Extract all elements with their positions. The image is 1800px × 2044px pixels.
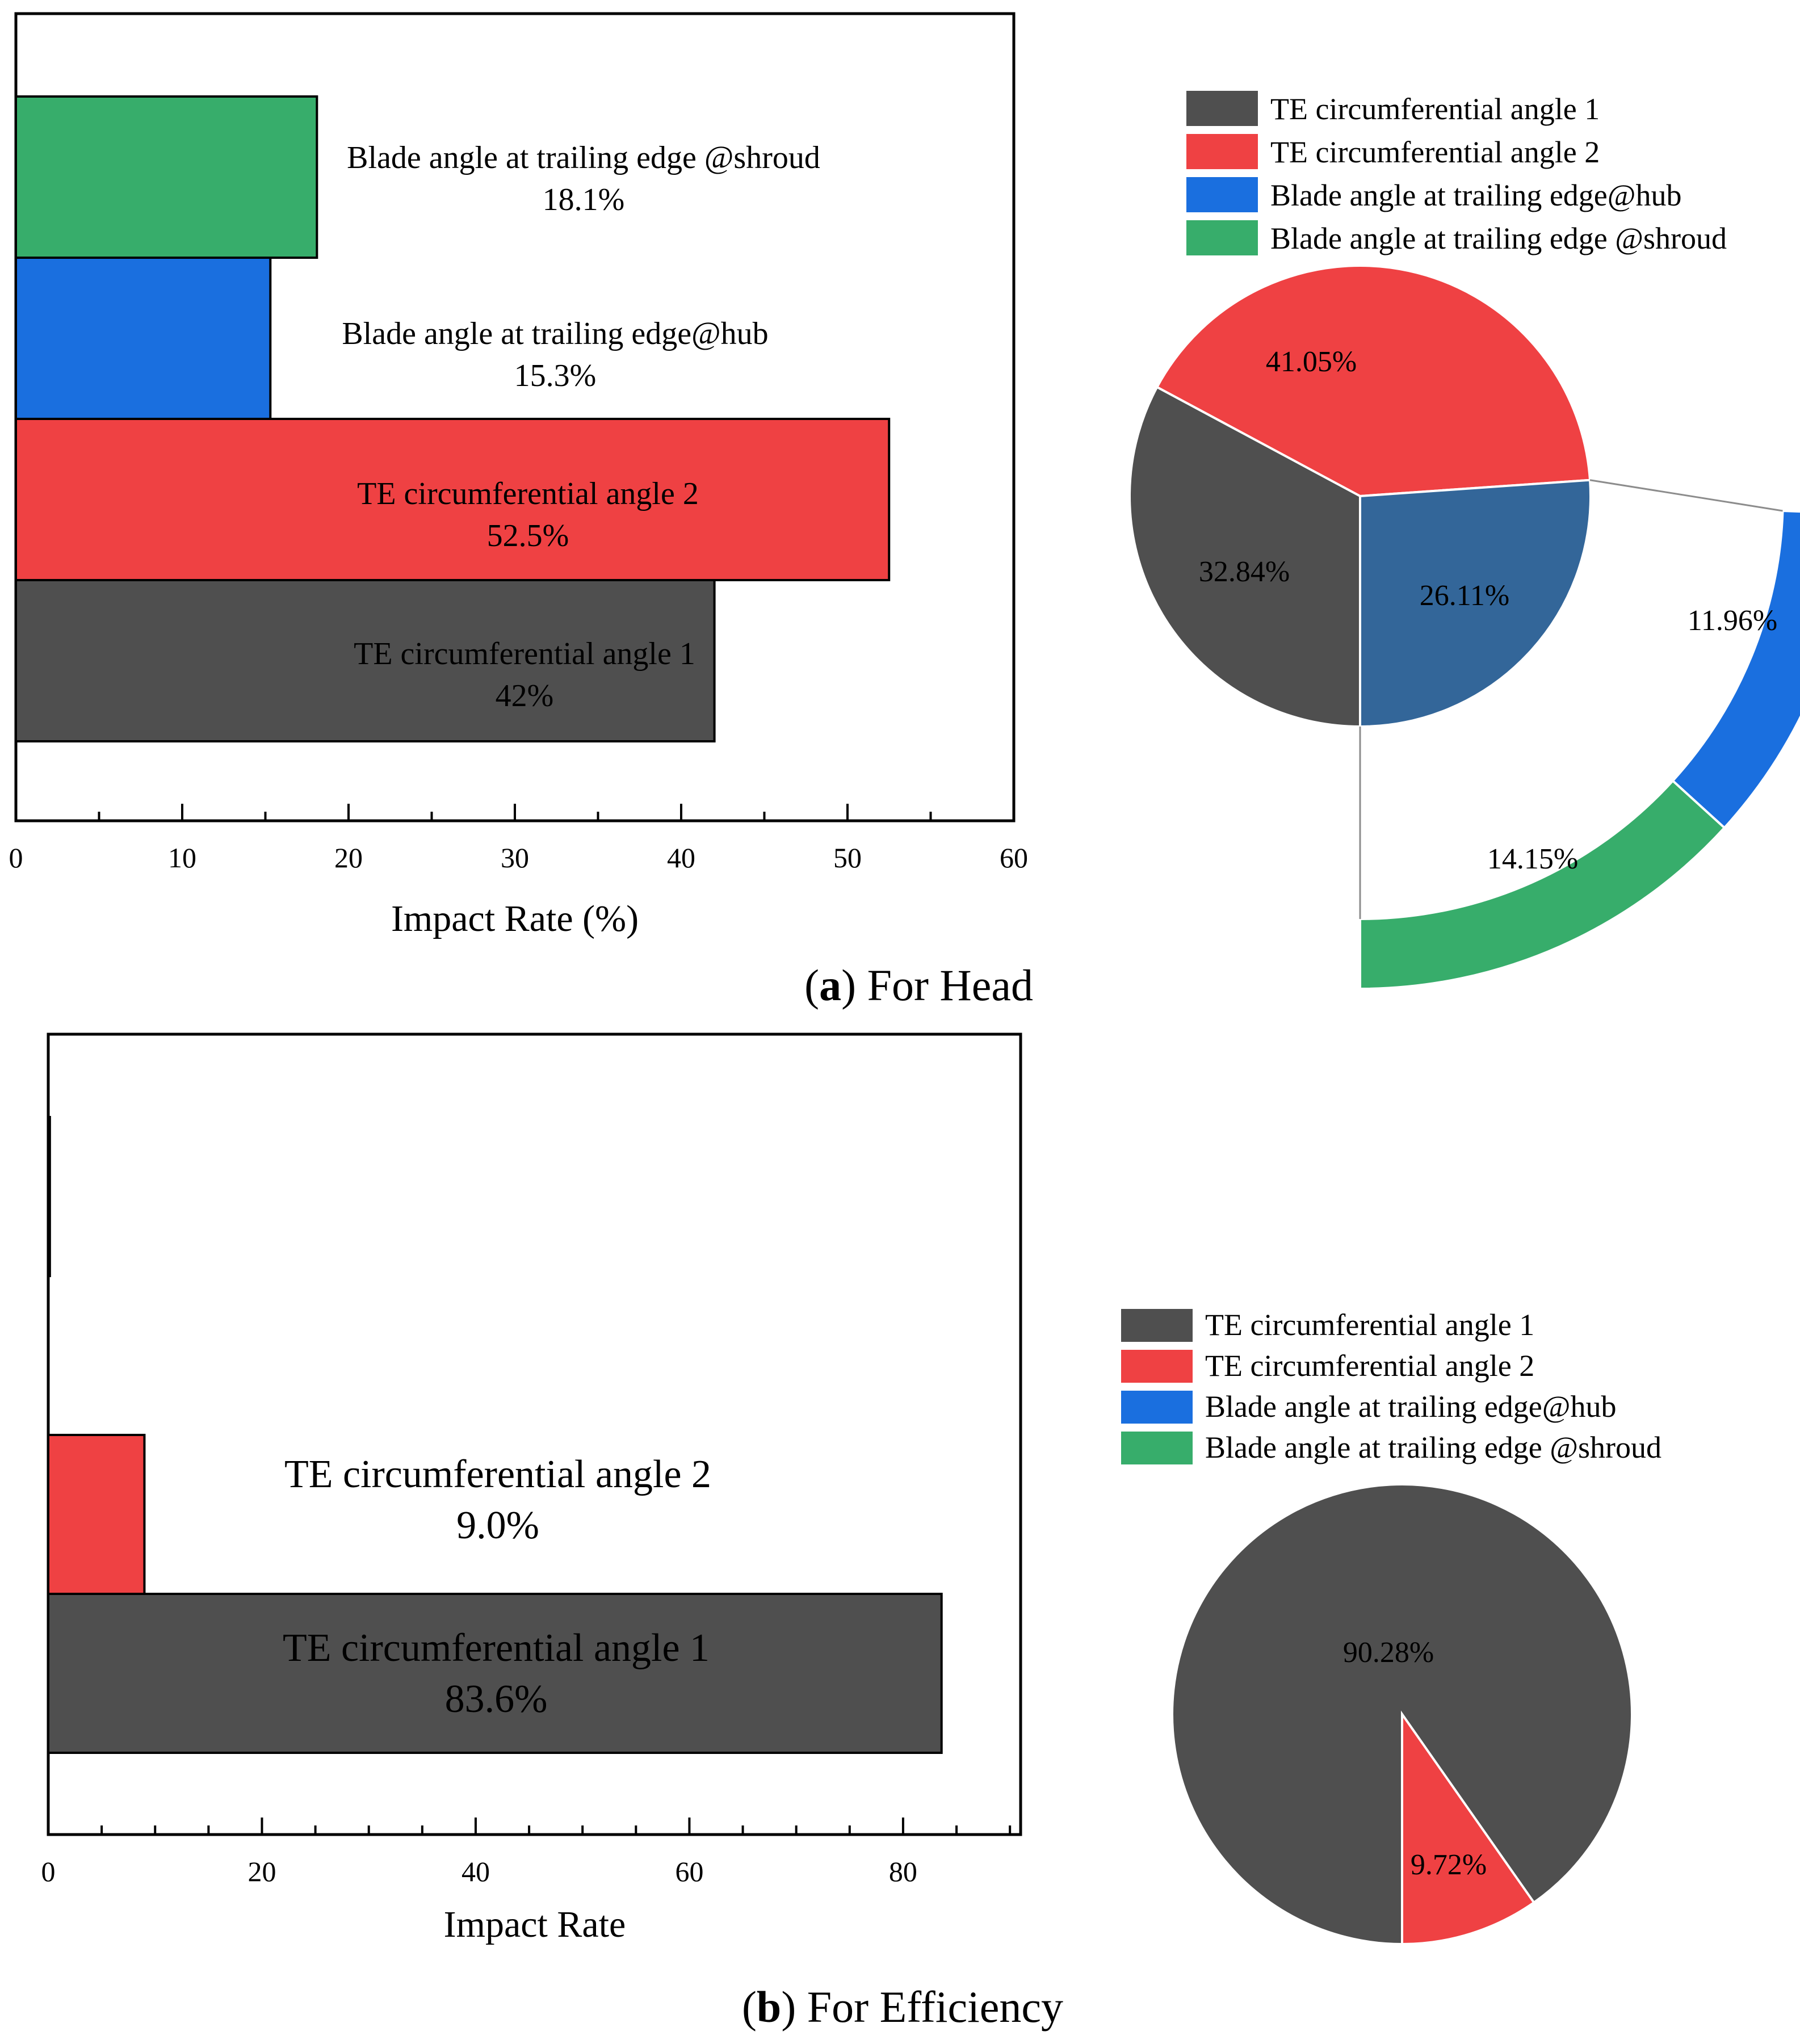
a-bar-bar-te-circumferential-angle-2 [15, 418, 891, 581]
b-pie-legend-swatch-blade-angle-at-trailing-edge-shroud [1121, 1432, 1193, 1464]
panel-b-pie-chart: TE circumferential angle 1 TE circumferen… [1121, 1308, 1661, 1946]
a-bar-tick-label-20: 20 [334, 842, 363, 874]
caption-a: (a) For Head [804, 960, 1033, 1010]
a-bar-bar-blade-angle-at-trailing-edge-hub [15, 257, 272, 420]
b-pie-legend-label-te-circumferential-angle-2: TE circumferential angle 2 [1205, 1349, 1534, 1383]
a-pie-breakout-blade-angle-at-trailing-edge-shroud [1359, 779, 1726, 990]
b-pie-legend-swatch-blade-angle-at-trailing-edge-hub [1121, 1391, 1193, 1424]
b-bar-value-label-te-circumferential-angle-2: 9.0% [456, 1504, 539, 1547]
a-pie-label-blade-angle-at-trailing-edge-shroud: 14.15% [1487, 843, 1578, 875]
b-bar-value-label-te-circumferential-angle-1: 83.6% [445, 1677, 548, 1721]
b-pie-legend-swatch-te-circumferential-angle-2 [1121, 1350, 1193, 1383]
a-bar-value-label-blade-angle-at-trailing-edge-shroud: 18.1% [543, 182, 625, 217]
a-bar-tick-label-0: 0 [9, 842, 23, 874]
a-bar-x-axis-title: Impact Rate (%) [391, 898, 639, 939]
b-pie-label-te-circumferential-angle-1: 90.28% [1343, 1636, 1434, 1669]
b-bar-tick-label-20: 20 [247, 1856, 276, 1887]
a-bar-bar-blade-angle-at-trailing-edge-shroud [15, 95, 318, 259]
a-bar-tick-label-30: 30 [501, 842, 529, 874]
a-pie-legend-label-te-circumferential-angle-1: TE circumferential angle 1 [1270, 92, 1600, 126]
a-pie-slice-te-circumferential-angle-1 [1128, 385, 1361, 728]
b-pie-legend-label-blade-angle-at-trailing-edge-hub: Blade angle at trailing edge@hub [1205, 1390, 1617, 1424]
panel-a-bar-chart: TE circumferential angle 1 42% TE circumfe… [9, 12, 1028, 939]
a-bar-tick-label-10: 10 [168, 842, 196, 874]
a-bar-bar-label-blade-angle-at-trailing-edge-hub: Blade angle at trailing edge@hub [342, 316, 768, 351]
a-pie-legend-label-blade-angle-at-trailing-edge-shroud: Blade angle at trailing edge @shroud [1270, 221, 1727, 255]
a-pie-legend-swatch-te-circumferential-angle-1 [1186, 91, 1258, 126]
b-bar-bar-label-te-circumferential-angle-2: TE circumferential angle 2 [284, 1453, 711, 1496]
a-bar-tick-label-50: 50 [833, 842, 862, 874]
a-pie-label-te-circumferential-angle-1: 32.84% [1199, 556, 1290, 588]
b-bar-bar-blade-angle-at-trailing-edge-shroud [47, 1116, 51, 1277]
b-bar-tick-label-60: 60 [675, 1856, 703, 1887]
b-pie-label-te-circumferential-angle-2: 9.72% [1411, 1849, 1487, 1881]
a-pie-legend-label-blade-angle-at-trailing-edge-hub: Blade angle at trailing edge@hub [1270, 178, 1682, 212]
b-bar-bar-label-te-circumferential-angle-1: TE circumferential angle 1 [283, 1626, 710, 1670]
caption-a-text: For Head [856, 960, 1033, 1010]
a-pie-label-blade-combined: 26.11% [1420, 580, 1509, 612]
b-bar-x-axis-title: Impact Rate [444, 1904, 626, 1945]
a-pie-breakout-blade-angle-at-trailing-edge-hub [1671, 509, 1800, 830]
a-pie-slice-te-circumferential-angle-2 [1155, 265, 1592, 498]
b-pie-legend-swatch-te-circumferential-angle-1 [1121, 1309, 1193, 1342]
b-bar-tick-label-40: 40 [461, 1856, 490, 1887]
b-bar-bar-te-circumferential-angle-2 [47, 1434, 146, 1595]
panel-b-bar-chart: TE circumferential angle 1 83.6% TE circum… [41, 1033, 1022, 1945]
b-bar-bar-te-circumferential-angle-1 [47, 1593, 943, 1754]
b-bar-tick-label-80: 80 [889, 1856, 917, 1887]
caption-b-text: For Efficiency [796, 1982, 1063, 2032]
a-pie-connector-top [1589, 479, 1783, 512]
a-bar-value-label-te-circumferential-angle-1: 42% [496, 678, 554, 713]
b-bar-tick-label-0: 0 [41, 1856, 56, 1887]
a-pie-legend-swatch-blade-angle-at-trailing-edge-hub [1186, 177, 1258, 212]
a-pie-legend-label-te-circumferential-angle-2: TE circumferential angle 2 [1270, 135, 1600, 169]
a-bar-tick-label-60: 60 [1000, 842, 1028, 874]
a-bar-bar-label-te-circumferential-angle-2: TE circumferential angle 2 [357, 476, 699, 511]
b-pie-legend-label-te-circumferential-angle-1: TE circumferential angle 1 [1205, 1308, 1534, 1342]
a-bar-value-label-te-circumferential-angle-2: 52.5% [487, 518, 569, 553]
b-pie-slice-te-circumferential-angle-2 [1401, 1710, 1536, 1946]
a-bar-tick-label-40: 40 [667, 842, 695, 874]
a-pie-slice-blade-combined [1359, 479, 1592, 728]
b-pie-legend-label-blade-angle-at-trailing-edge-shroud: Blade angle at trailing edge @shroud [1205, 1430, 1661, 1464]
a-pie-legend-swatch-blade-angle-at-trailing-edge-shroud [1186, 220, 1258, 255]
a-bar-bar-label-blade-angle-at-trailing-edge-shroud: Blade angle at trailing edge @shroud [347, 140, 820, 175]
a-pie-label-te-circumferential-angle-2: 41.05% [1266, 346, 1357, 378]
panel-a-pie-chart: TE circumferential angle 1 TE circumferen… [1128, 91, 1800, 990]
caption-b-letter: b [757, 1982, 781, 2032]
caption-b: (b) For Efficiency [742, 1982, 1063, 2032]
a-pie-label-blade-angle-at-trailing-edge-hub: 11.96% [1688, 605, 1777, 637]
caption-a-letter: a [819, 960, 841, 1010]
a-bar-value-label-blade-angle-at-trailing-edge-hub: 15.3% [514, 358, 597, 393]
a-bar-bar-label-te-circumferential-angle-1: TE circumferential angle 1 [354, 636, 695, 671]
a-pie-legend-swatch-te-circumferential-angle-2 [1186, 134, 1258, 169]
